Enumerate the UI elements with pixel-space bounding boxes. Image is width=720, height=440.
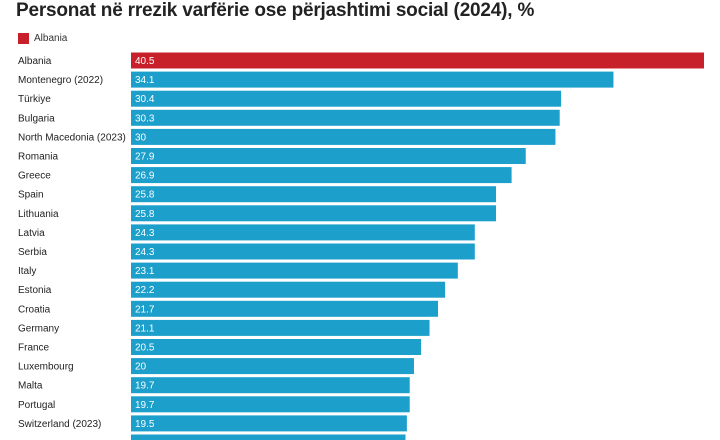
bar-croatia: [131, 300, 439, 317]
category-label-greece: Greece: [18, 171, 51, 182]
category-label-france: France: [18, 343, 50, 354]
category-label-serbia: Serbia: [18, 247, 47, 258]
bar-north-macedonia-2023: [131, 128, 556, 145]
category-label-italy: Italy: [18, 266, 36, 277]
category-label-switzerland-2023: Switzerland (2023): [18, 419, 101, 430]
category-label-croatia: Croatia: [18, 304, 51, 315]
value-label-latvia: 24.3: [135, 228, 155, 239]
category-label-luxembourg: Luxembourg: [18, 362, 74, 373]
category-label-t-rkiye: Türkiye: [18, 94, 51, 105]
category-label-portugal: Portugal: [18, 400, 55, 411]
value-label-germany: 21.1: [135, 323, 155, 334]
bar-greece: [131, 167, 512, 184]
value-label-lithuania: 25.8: [135, 209, 155, 220]
category-label-malta: Malta: [18, 381, 43, 392]
value-label-portugal: 19.7: [135, 400, 155, 411]
category-label-north-macedonia-2023: North Macedonia (2023): [18, 132, 126, 143]
bar-switzerland-2023: [131, 415, 407, 432]
category-label-romania: Romania: [18, 152, 58, 163]
bar-italy: [131, 262, 458, 279]
category-label-spain: Spain: [18, 190, 44, 201]
bar-portugal: [131, 396, 410, 413]
category-label-germany: Germany: [18, 323, 59, 334]
value-label-north-macedonia-2023: 30: [135, 132, 147, 143]
bar-luxembourg: [131, 358, 414, 375]
category-label-estonia: Estonia: [18, 285, 52, 296]
legend-label-albania: Albania: [34, 32, 68, 44]
value-label-montenegro-2022: 34.1: [135, 75, 155, 86]
bar-t-rkiye: [131, 90, 562, 107]
bar-germany: [131, 319, 430, 336]
value-label-albania: 40.5: [135, 56, 155, 67]
bar-lithuania: [131, 205, 497, 222]
bar-france: [131, 339, 422, 355]
value-label-croatia: 21.7: [135, 304, 155, 315]
legend: Albania: [18, 32, 67, 44]
bar-latvia: [131, 224, 475, 241]
value-label-switzerland-2023: 19.5: [135, 419, 155, 430]
chart-title: Personat në rrezik varfërie ose përjasht…: [16, 0, 535, 21]
value-label-italy: 23.1: [135, 266, 155, 277]
value-label-luxembourg: 20: [135, 362, 147, 373]
value-label-estonia: 22.2: [135, 285, 155, 296]
category-label-montenegro-2022: Montenegro (2022): [18, 75, 103, 86]
bar-unlabeled: [131, 434, 406, 440]
bar-serbia: [131, 243, 475, 260]
category-label-lithuania: Lithuania: [18, 209, 59, 220]
value-label-malta: 19.7: [135, 381, 155, 392]
bar-romania: [131, 148, 526, 164]
category-label-albania: Albania: [18, 56, 52, 67]
legend-swatch-albania: [18, 32, 29, 44]
value-label-t-rkiye: 30.4: [135, 94, 155, 105]
value-label-france: 20.5: [135, 343, 155, 354]
bar-spain: [131, 186, 497, 203]
bar-montenegro-2022: [131, 71, 614, 88]
bar-bulgaria: [131, 109, 560, 126]
bar-albania: [131, 52, 704, 69]
bar-malta: [131, 377, 410, 394]
value-label-romania: 27.9: [135, 152, 155, 163]
value-label-bulgaria: 30.3: [135, 113, 155, 124]
value-label-serbia: 24.3: [135, 247, 155, 258]
category-label-bulgaria: Bulgaria: [18, 113, 55, 124]
value-label-spain: 25.8: [135, 190, 155, 201]
category-label-latvia: Latvia: [18, 228, 45, 239]
bar-estonia: [131, 281, 446, 298]
value-label-greece: 26.9: [135, 171, 155, 182]
